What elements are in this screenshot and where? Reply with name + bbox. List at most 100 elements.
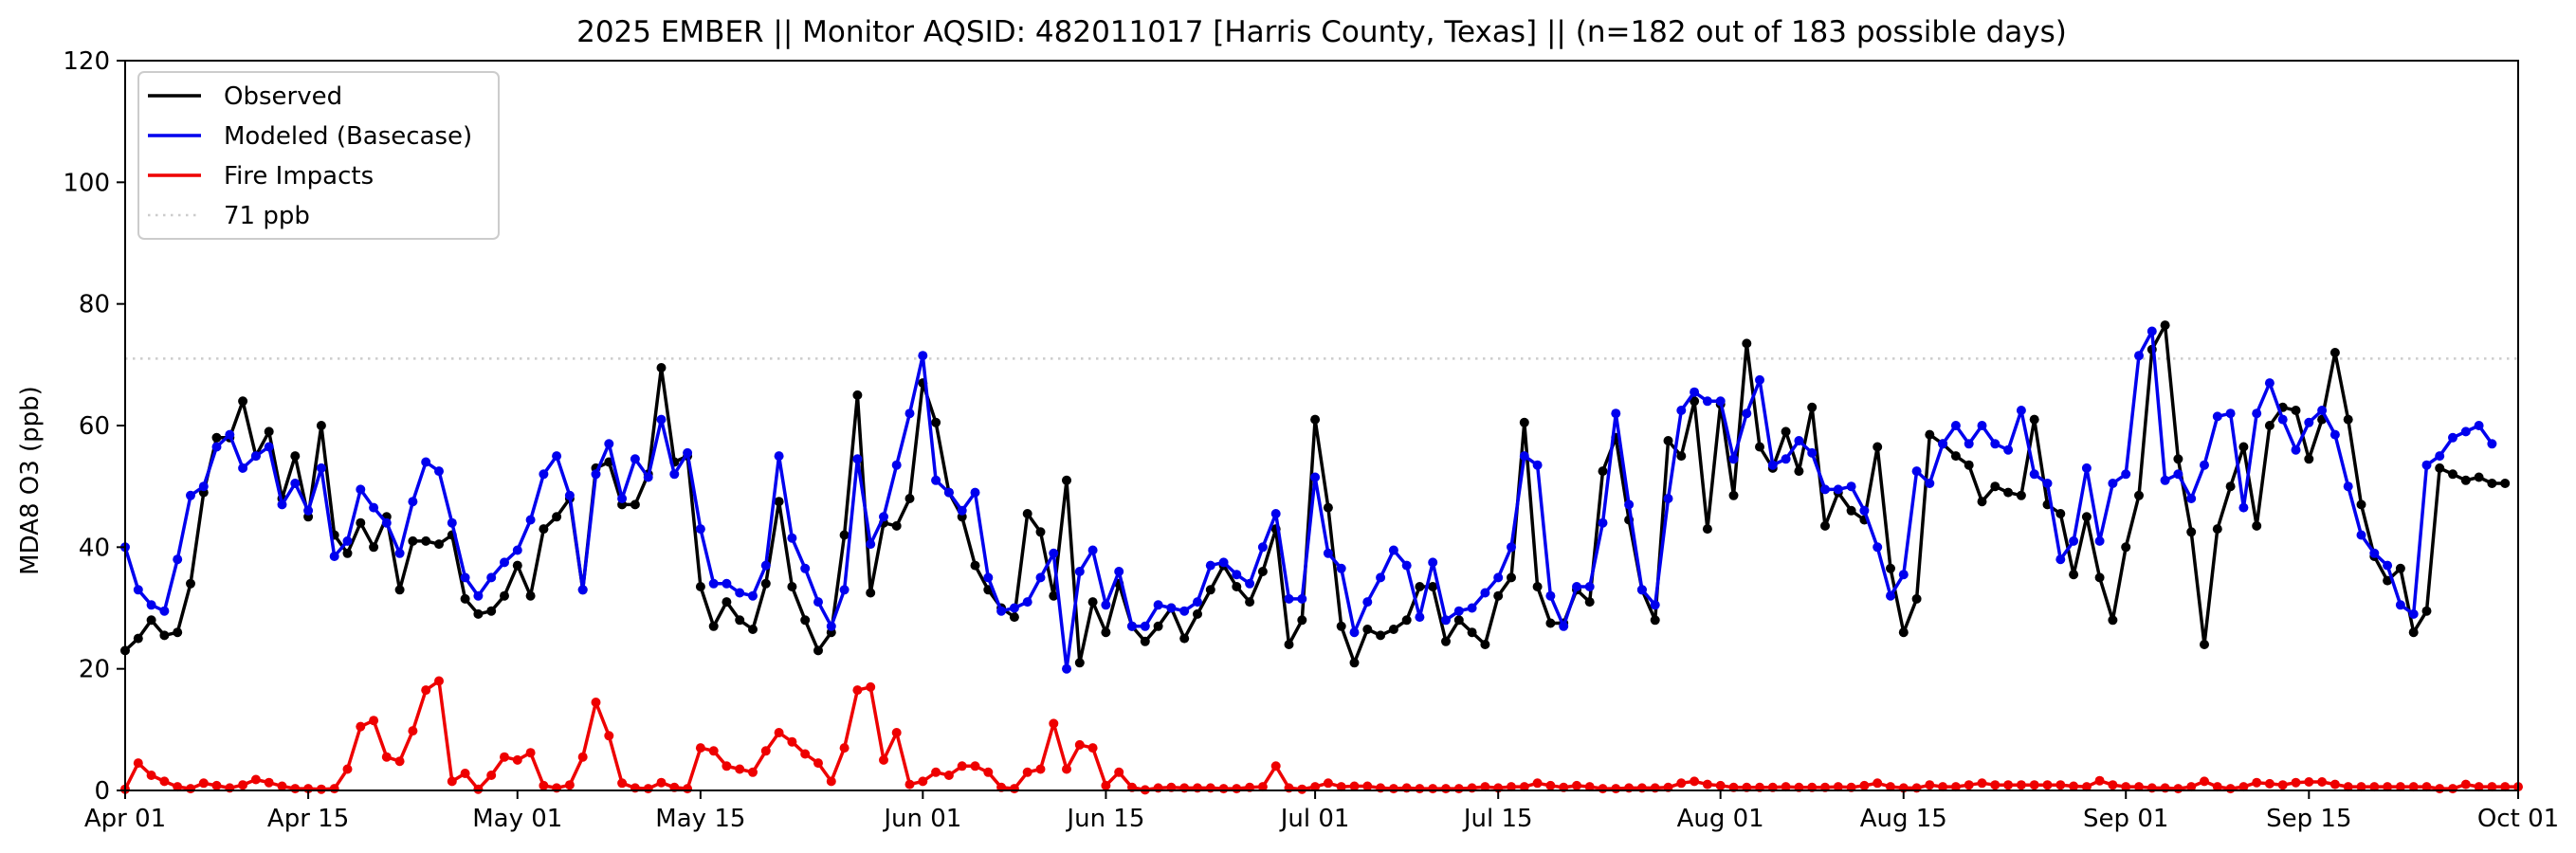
data-point-fire-impacts <box>852 685 863 696</box>
data-point-modeled-basecase <box>931 475 941 485</box>
data-point-observed <box>1493 590 1504 601</box>
data-point-fire-impacts <box>708 746 719 756</box>
data-point-observed <box>708 621 719 631</box>
data-point-fire-impacts <box>2448 784 2457 794</box>
data-point-observed <box>1781 426 1791 437</box>
data-point-observed <box>1977 497 1987 507</box>
data-point-observed <box>1453 615 1464 626</box>
data-point-fire-impacts <box>813 758 823 769</box>
data-point-observed <box>2029 414 2039 425</box>
data-point-fire-impacts <box>2069 781 2079 791</box>
data-point-observed <box>1742 338 1752 349</box>
data-point-modeled-basecase <box>1218 557 1229 568</box>
data-point-modeled-basecase <box>813 597 823 608</box>
data-point-fire-impacts <box>2042 780 2053 790</box>
data-point-observed <box>1441 636 1451 646</box>
data-point-observed <box>1690 396 1700 407</box>
data-point-observed <box>1755 442 1764 452</box>
x-tick-label: Oct 01 <box>2477 805 2559 833</box>
data-point-modeled-basecase <box>2238 502 2249 513</box>
data-point-modeled-basecase <box>1493 572 1504 583</box>
data-point-fire-impacts <box>369 716 379 726</box>
data-point-observed <box>211 432 222 443</box>
data-point-observed <box>238 396 248 407</box>
data-point-modeled-basecase <box>2134 351 2144 361</box>
data-point-modeled-basecase <box>1009 603 1019 613</box>
data-point-fire-impacts <box>2435 784 2445 794</box>
data-point-observed <box>813 645 823 656</box>
data-point-fire-impacts <box>2291 777 2301 788</box>
data-point-observed <box>891 520 902 531</box>
data-point-fire-impacts <box>735 764 745 774</box>
data-point-fire-impacts <box>1101 780 1111 790</box>
data-point-modeled-basecase <box>381 517 392 528</box>
data-point-observed <box>1911 593 1922 604</box>
data-point-modeled-basecase <box>460 572 470 583</box>
data-point-observed <box>2291 406 2301 415</box>
data-point-modeled-basecase <box>186 490 195 500</box>
data-point-observed <box>2460 475 2471 485</box>
data-point-fire-impacts <box>512 754 522 765</box>
data-point-modeled-basecase <box>1428 557 1438 568</box>
data-point-observed <box>787 582 797 591</box>
data-point-observed <box>1950 451 1961 462</box>
data-point-observed <box>421 535 431 546</box>
data-point-modeled-basecase <box>1925 479 1935 488</box>
data-point-fire-impacts <box>2029 780 2039 790</box>
x-tick-label: Sep 15 <box>2266 805 2351 833</box>
data-point-modeled-basecase <box>983 572 994 583</box>
data-point-observed <box>1087 597 1098 608</box>
data-point-observed <box>1388 625 1398 634</box>
data-point-fire-impacts <box>2134 782 2144 792</box>
data-point-modeled-basecase <box>760 560 771 571</box>
data-point-modeled-basecase <box>1898 570 1909 580</box>
data-point-modeled-basecase <box>669 469 680 480</box>
data-point-fire-impacts <box>800 749 811 759</box>
data-point-modeled-basecase <box>211 442 222 452</box>
data-point-modeled-basecase <box>1715 396 1726 407</box>
series-layer <box>120 320 2523 795</box>
data-point-fire-impacts <box>970 761 980 771</box>
data-point-observed <box>2448 469 2457 480</box>
data-point-modeled-basecase <box>250 451 261 462</box>
data-point-observed <box>2160 320 2170 331</box>
data-point-modeled-basecase <box>369 502 379 513</box>
legend-entry-reference-line: 71 ppb <box>148 202 310 230</box>
data-point-modeled-basecase <box>1650 600 1660 610</box>
data-point-fire-impacts <box>238 780 248 790</box>
data-point-modeled-basecase <box>1284 593 1294 604</box>
data-point-modeled-basecase <box>2343 481 2353 492</box>
data-point-fire-impacts <box>1584 782 1595 792</box>
data-point-fire-impacts <box>1480 782 1490 792</box>
data-point-modeled-basecase <box>421 457 431 467</box>
data-point-modeled-basecase <box>264 442 274 452</box>
data-point-modeled-basecase <box>1140 621 1150 631</box>
data-point-modeled-basecase <box>356 484 366 495</box>
data-point-modeled-basecase <box>774 451 784 462</box>
data-point-modeled-basecase <box>2003 445 2014 455</box>
data-point-modeled-basecase <box>1166 603 1177 613</box>
data-point-modeled-basecase <box>1859 505 1870 516</box>
x-tick-label: Aug 01 <box>1677 805 1764 833</box>
data-point-fire-impacts <box>2173 784 2183 794</box>
data-point-fire-impacts <box>1690 776 1700 787</box>
data-point-fire-impacts <box>957 761 967 771</box>
data-point-modeled-basecase <box>408 497 418 507</box>
data-point-modeled-basecase <box>2487 439 2497 449</box>
data-point-modeled-basecase <box>2421 460 2432 470</box>
data-point-fire-impacts <box>342 764 353 774</box>
data-point-fire-impacts <box>1519 782 1529 792</box>
x-tick-label: May 01 <box>472 805 562 833</box>
data-point-modeled-basecase <box>1767 460 1778 470</box>
data-point-fire-impacts <box>774 728 784 737</box>
data-point-fire-impacts <box>1297 784 1307 794</box>
data-point-fire-impacts <box>1114 767 1124 777</box>
data-point-fire-impacts <box>683 784 693 794</box>
data-point-modeled-basecase <box>1205 560 1215 571</box>
data-point-observed <box>748 625 758 634</box>
data-point-modeled-basecase <box>2264 378 2275 389</box>
data-point-modeled-basecase <box>1598 517 1608 528</box>
data-point-fire-impacts <box>2317 777 2328 787</box>
data-point-observed <box>2487 479 2497 488</box>
data-point-fire-impacts <box>577 752 588 762</box>
